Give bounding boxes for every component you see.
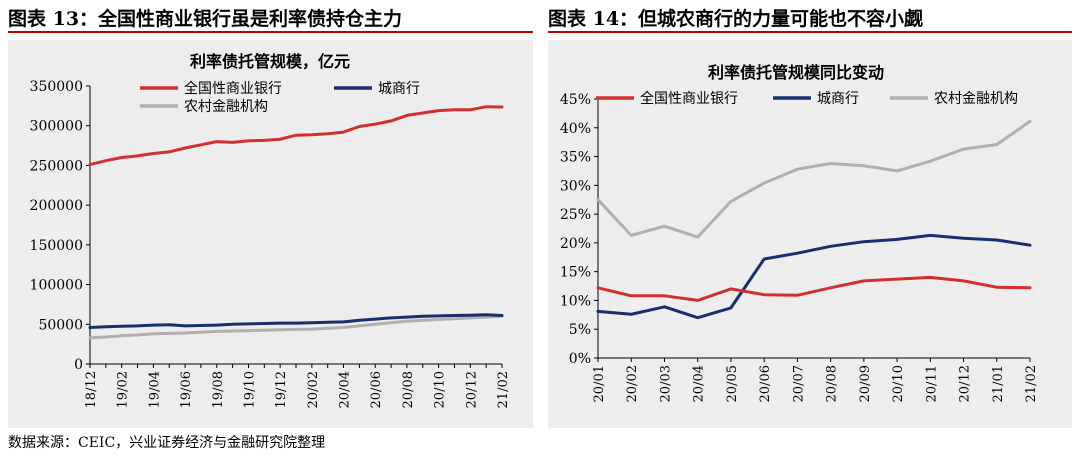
y-tick-label: 0%	[569, 351, 591, 367]
chart-panel-right: 利率债托管规模同比变动 0% 5% 10% 15% 20% 25% 30% 35% 40% 45% 2…	[548, 40, 1072, 428]
x-tick-label: 20/04	[338, 371, 353, 408]
chart-panel-left: 利率债托管规模，亿元 0 50000 100000 150000 200000 250000…	[8, 40, 533, 428]
x-tick-label: 20/06	[758, 365, 773, 402]
x-tick-label: 20/01	[592, 365, 607, 402]
chart-title: 利率债托管规模，亿元	[190, 52, 350, 71]
y-tick-label: 0	[74, 357, 83, 373]
chart-title: 利率债托管规模同比变动	[708, 63, 884, 82]
series-line-national	[596, 275, 1032, 302]
chart-left: 利率债托管规模，亿元 0 50000 100000 150000 200000 250000…	[30, 52, 511, 408]
x-tick-label: 20/08	[825, 365, 840, 402]
y-tick-label: 5%	[569, 322, 591, 338]
legend-label-city: 城商行	[378, 81, 420, 97]
x-tick-label: 20/11	[924, 365, 939, 402]
x-tick-label: 19/02	[116, 371, 131, 408]
series-line-city	[88, 313, 504, 329]
y-tick-label: 40%	[560, 121, 591, 137]
x-tick-label: 20/05	[725, 365, 740, 402]
x-tick-label: 19/08	[211, 371, 226, 408]
figure-13-title: 图表 13：全国性商业银行虽是利率债持仓主力	[8, 8, 403, 30]
series-line-rural	[596, 119, 1032, 239]
x-tick-label: 20/10	[433, 371, 448, 408]
x-tick-label: 20/10	[891, 365, 906, 402]
x-tick-label: 21/01	[991, 365, 1006, 402]
x-tick-label: 19/04	[147, 371, 162, 408]
legend-label-national: 全国性商业银行	[640, 90, 738, 107]
source-note: 数据来源：CEIC，兴业证券经济与金融研究院整理	[8, 435, 326, 451]
y-tick-label: 45%	[560, 92, 591, 108]
x-tick-label: 20/09	[858, 365, 873, 402]
x-tick-label: 20/03	[658, 365, 673, 402]
x-tick-label: 18/12	[84, 371, 99, 408]
y-tick-label: 200000	[30, 198, 83, 214]
x-tick-label: 20/07	[791, 365, 806, 402]
x-tick-label: 20/12	[958, 365, 973, 402]
y-tick-label: 25%	[560, 207, 591, 223]
figure-14-title: 图表 14：但城农商行的力量可能也不容小觑	[548, 8, 924, 30]
y-tick-label: 250000	[30, 158, 83, 174]
x-tick-label: 20/06	[369, 371, 384, 408]
series-line-national	[88, 105, 504, 167]
legend-label-city: 城商行	[817, 91, 859, 107]
y-tick-label: 100000	[30, 278, 83, 294]
series-line-city	[596, 233, 1032, 320]
x-tick-label: 20/04	[692, 365, 707, 402]
series-line-rural	[88, 314, 504, 340]
legend-label-rural: 农村金融机构	[934, 91, 1018, 107]
y-tick-label: 15%	[560, 265, 591, 281]
x-tick-label: 20/12	[464, 371, 479, 408]
chart-right: 利率债托管规模同比变动 0% 5% 10% 15% 20% 25% 30% 35% 40% 45% 2…	[560, 63, 1039, 402]
y-tick-label: 300000	[30, 119, 83, 135]
legend-label-national: 全国性商业银行	[184, 80, 282, 97]
y-tick-label: 20%	[560, 236, 591, 252]
x-tick-label: 20/02	[306, 371, 321, 408]
y-tick-label: 30%	[560, 178, 591, 194]
y-tick-label: 350000	[30, 79, 83, 95]
y-tick-label: 150000	[30, 238, 83, 254]
x-tick-label: 21/02	[1024, 365, 1039, 402]
figure-13-rule	[8, 31, 533, 33]
x-tick-label: 21/02	[496, 371, 511, 408]
x-tick-label: 20/02	[625, 365, 640, 402]
y-tick-label: 10%	[560, 293, 591, 309]
x-tick-label: 20/08	[401, 371, 416, 408]
y-tick-label: 35%	[560, 150, 591, 166]
x-tick-label: 19/10	[242, 371, 257, 408]
x-tick-label: 19/06	[179, 371, 194, 408]
legend-label-rural: 农村金融机构	[184, 99, 268, 115]
x-tick-label: 19/12	[274, 371, 289, 408]
figure-14-rule	[548, 31, 1072, 33]
y-tick-label: 50000	[38, 317, 83, 333]
